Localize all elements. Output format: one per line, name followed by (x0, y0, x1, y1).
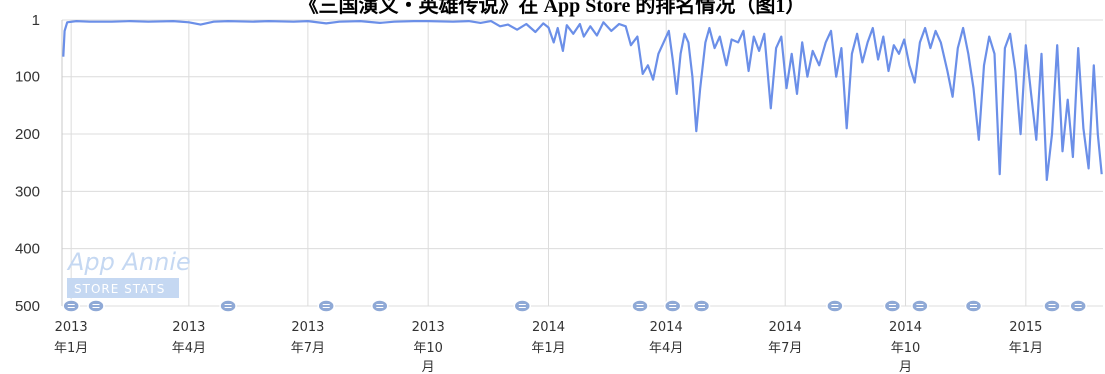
watermark-tag: STORE STATS (74, 282, 165, 296)
annotation-markers (62, 299, 1087, 313)
x-tick-month: 年10 (413, 341, 443, 356)
marker-bubble (1069, 299, 1087, 313)
annotation-marker (964, 299, 983, 313)
x-tick-year: 2013 (412, 320, 445, 335)
x-tick-month: 年7月 (768, 341, 802, 356)
app-annie-watermark: App Annie STORE STATS (66, 248, 191, 298)
x-tick-month: 年1月 (1009, 341, 1043, 356)
annotation-marker (1069, 299, 1087, 313)
marker-bubble (883, 299, 902, 313)
y-tick-label: 300 (15, 183, 40, 200)
watermark-brand: App Annie (66, 248, 191, 276)
x-tick-year: 2013 (291, 320, 324, 335)
annotation-marker (911, 299, 929, 313)
annotation-marker (663, 299, 682, 313)
x-tick-year: 2015 (1009, 320, 1042, 335)
annotation-marker (219, 299, 237, 313)
series-line (62, 20, 1103, 181)
annotation-marker (692, 299, 711, 313)
marker-bubble (513, 299, 532, 313)
x-gridlines (61, 20, 1027, 306)
marker-bubble (631, 299, 649, 313)
y-tick-label: 500 (15, 298, 40, 315)
annotation-marker (317, 299, 335, 313)
watermark-tag-bg (67, 278, 179, 298)
x-tick-month: 年10 (891, 341, 921, 356)
x-tick-year: 2013 (172, 320, 205, 335)
chart-title: 《三国演义・英雄传说》在 App Store 的排名情况（图1） (299, 0, 806, 17)
x-tick-year: 2013 (55, 320, 88, 335)
marker-bubble (87, 299, 105, 313)
annotation-marker (87, 299, 105, 313)
annotation-marker (883, 299, 902, 313)
annotation-marker (371, 299, 389, 313)
marker-bubble (371, 299, 389, 313)
y-axis-ticks: 1 100 200 300 400 500 (15, 12, 40, 315)
x-tick-month: 年1月 (54, 341, 88, 356)
series-layer (62, 20, 1103, 181)
marker-bubble (62, 299, 80, 313)
annotation-marker (631, 299, 649, 313)
x-tick-month-cont: 月 (422, 360, 435, 374)
marker-bubble (663, 299, 682, 313)
marker-bubble (911, 299, 929, 313)
x-tick-month-cont: 月 (899, 360, 912, 374)
y-tick-label: 100 (15, 69, 40, 86)
y-tick-label: 400 (15, 241, 40, 258)
x-tick-month: 年4月 (649, 341, 683, 356)
marker-bubble (692, 299, 711, 313)
x-axis-ticks: 2013 年1月 2013 年4月 2013 年7月 2013 年10 月 2014 年1月 2014… (54, 320, 1043, 374)
y-gridlines (62, 19, 1103, 307)
annotation-marker (513, 299, 532, 313)
x-tick-year: 2014 (650, 320, 683, 335)
annotation-marker (1043, 299, 1061, 313)
marker-bubble (1043, 299, 1061, 313)
marker-bubble (826, 299, 844, 313)
y-tick-label: 1 (32, 12, 40, 29)
annotation-marker (826, 299, 844, 313)
x-tick-year: 2014 (889, 320, 922, 335)
y-tick-label: 200 (15, 126, 40, 143)
x-tick-year: 2014 (532, 320, 565, 335)
x-tick-month: 年1月 (531, 341, 565, 356)
x-tick-month: 年7月 (291, 341, 325, 356)
annotation-marker (62, 299, 80, 313)
x-tick-year: 2014 (769, 320, 802, 335)
marker-bubble (964, 299, 983, 313)
marker-bubble (219, 299, 237, 313)
x-tick-month: 年4月 (172, 341, 206, 356)
marker-bubble (317, 299, 335, 313)
